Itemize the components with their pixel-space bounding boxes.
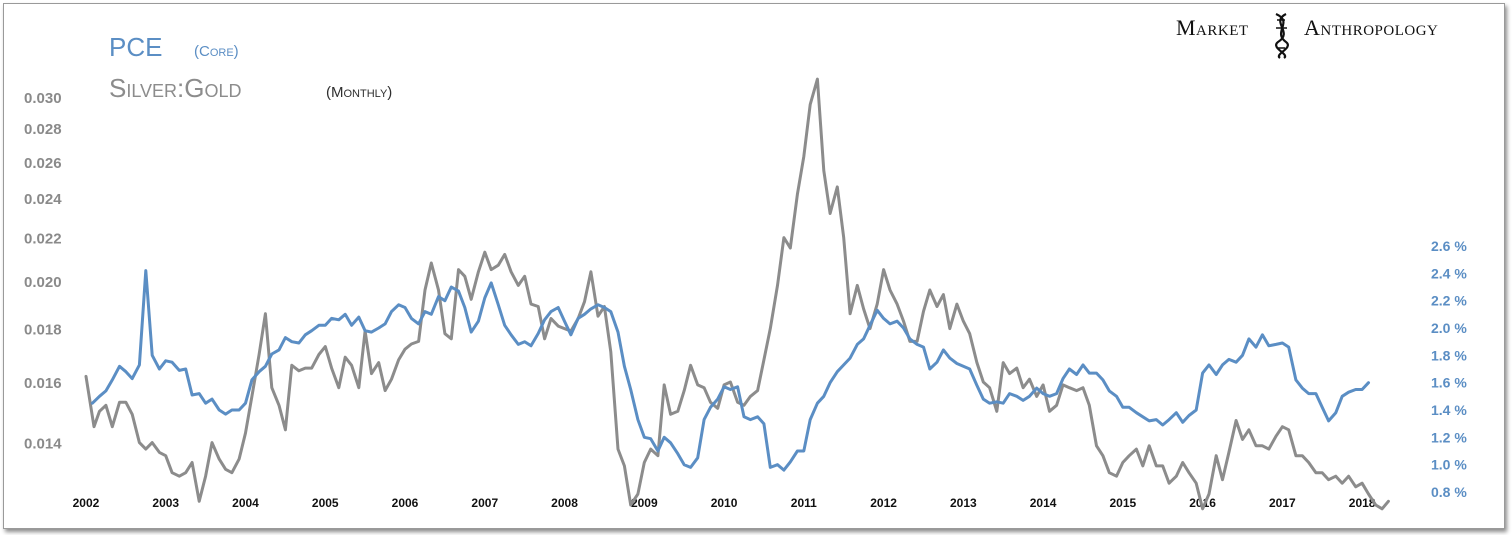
right-tick-label: 2.2 %	[1431, 293, 1467, 309]
left-tick-label: 0.022	[24, 231, 62, 248]
right-tick-label: 1.2 %	[1431, 429, 1467, 445]
x-tick-label: 2010	[711, 496, 738, 510]
x-tick-label: 2003	[152, 496, 179, 510]
x-axis: 2002 2003 2004 2005 2006 2007 2008 2009 2010 2011…	[73, 496, 1376, 510]
left-tick-label: 0.020	[24, 274, 62, 291]
right-tick-label: 2.6 %	[1431, 238, 1467, 254]
brand-left: Market	[1176, 15, 1249, 40]
x-tick-label: 2006	[392, 496, 419, 510]
x-tick-label: 2016	[1189, 496, 1216, 510]
x-tick-label: 2011	[791, 496, 817, 510]
title-primary-note: (Core)	[194, 43, 239, 60]
right-tick-label: 2.4 %	[1431, 265, 1467, 281]
x-tick-label: 2008	[551, 496, 578, 510]
x-tick-label: 2014	[1030, 496, 1057, 510]
left-tick-label: 0.014	[24, 436, 62, 453]
right-tick-label: 1.6 %	[1431, 375, 1467, 391]
x-tick-label: 2002	[73, 496, 100, 510]
x-tick-label: 2012	[870, 496, 897, 510]
brand-right: Anthropology	[1304, 15, 1438, 40]
right-axis: 0.8 % 1.0 % 1.2 % 1.4 % 1.6 % 1.8 % 2.0 % 2.2 %…	[1431, 238, 1467, 500]
left-axis: 0.014 0.016 0.018 0.020 0.022 0.024 0.026 0.028…	[24, 90, 62, 453]
x-tick-label: 2015	[1109, 496, 1136, 510]
right-tick-label: 2.0 %	[1431, 320, 1467, 336]
title-secondary: Silver:Gold	[109, 73, 242, 103]
left-tick-label: 0.030	[24, 90, 62, 107]
left-tick-label: 0.026	[24, 155, 62, 172]
left-tick-label: 0.028	[24, 121, 62, 138]
plot-area	[84, 77, 1390, 511]
title-primary: PCE	[109, 32, 162, 62]
title-secondary-note: (Monthly)	[326, 84, 392, 101]
x-tick-label: 2004	[232, 496, 259, 510]
left-tick-label: 0.024	[24, 191, 62, 208]
pce-line	[90, 269, 1370, 472]
left-tick-label: 0.016	[24, 375, 62, 392]
x-tick-label: 2009	[631, 496, 658, 510]
left-tick-label: 0.018	[24, 322, 62, 339]
right-tick-label: 0.8 %	[1431, 484, 1467, 500]
right-tick-label: 1.4 %	[1431, 402, 1467, 418]
x-tick-label: 2007	[471, 496, 498, 510]
x-tick-label: 2017	[1269, 496, 1296, 510]
dna-helix-icon	[1275, 12, 1289, 59]
right-tick-label: 1.8 %	[1431, 347, 1467, 363]
x-tick-label: 2005	[312, 496, 339, 510]
right-tick-label: 1.0 %	[1431, 457, 1467, 473]
chart-frame: PCE (Core) Silver:Gold (Monthly) Market …	[3, 3, 1505, 529]
chart-svg: PCE (Core) Silver:Gold (Monthly) Market …	[24, 12, 1467, 511]
x-tick-label: 2018	[1349, 496, 1376, 510]
x-tick-label: 2013	[950, 496, 977, 510]
silver-gold-line	[84, 77, 1390, 511]
